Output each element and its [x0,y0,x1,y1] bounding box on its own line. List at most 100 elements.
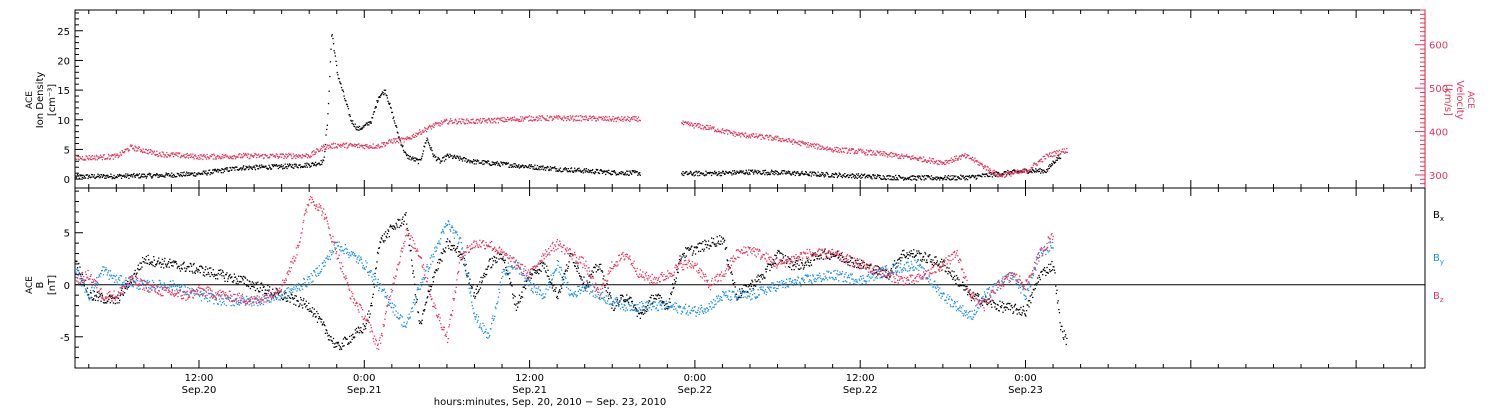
bx-series-point [96,291,98,293]
density-series-point [622,171,624,174]
velocity-series-point [394,138,396,140]
velocity-series-point [207,156,209,158]
density-series-point [506,163,508,165]
velocity-series-point [814,147,816,149]
density-series-point [712,171,714,174]
velocity-series-point [994,172,996,175]
velocity-series-point [112,154,114,156]
density-series-point [593,172,595,174]
bx-series-point [802,264,804,266]
bx-series-point [262,286,265,288]
density-series-point [706,172,708,174]
bx-series-point [440,252,442,254]
velocity-series-point [172,152,174,154]
bx-series-point [773,262,775,264]
density-series-point [529,167,531,169]
density-series-point [629,170,631,172]
bx-series-point [609,292,611,294]
bx-series-point [221,270,224,272]
velocity-series-point [228,157,230,160]
density-series-point [1033,170,1035,172]
density-series-point [1000,173,1002,176]
velocity-series-point [588,118,590,120]
bx-series-point [233,273,235,275]
bx-series-point [324,325,326,327]
bx-series-point [119,294,121,297]
velocity-series-point [485,121,487,123]
density-series-point [771,169,773,171]
velocity-series-point [697,126,700,128]
velocity-series-point [973,159,975,161]
density-series-point [914,176,917,178]
velocity-series-point [623,118,625,120]
velocity-series-point [698,123,700,125]
density-series-point [834,173,836,176]
velocity-series-point [841,151,843,153]
velocity-series-point [162,151,164,154]
density-series-point [1035,171,1037,173]
bx-series-point [373,286,376,288]
bx-series-point [238,275,240,277]
velocity-series-point [870,149,873,152]
velocity-series-point [171,152,173,154]
density-series-point [1027,172,1029,174]
density-series-point [633,170,635,172]
density-series-point [723,172,725,174]
bx-series-point [300,299,302,301]
bx-series-point [1053,269,1056,271]
density-series-point [698,170,700,173]
density-series-point [1057,157,1059,160]
by-series-point [80,280,82,283]
velocity-series-point [586,118,588,120]
bx-series-point [386,233,389,235]
density-series-point [369,122,371,124]
bx-series-point [753,284,756,286]
density-series-point [371,117,374,119]
density-series-point [308,164,310,166]
bx-series-point [1065,334,1067,336]
bx-series-point [951,270,953,272]
bx-series-point [463,257,465,260]
density-series-point [487,160,490,162]
velocity-series-point [736,133,739,136]
velocity-series-point [298,155,301,157]
velocity-series-point [194,154,196,156]
velocity-series-point [123,152,125,154]
bx-series-point [294,295,296,297]
bx-series-point [601,271,604,273]
bx-series-point [479,287,482,289]
velocity-series-point [580,120,583,122]
density-series-point [793,170,796,173]
density-series-point [754,169,756,171]
density-series-point [770,171,772,173]
bx-series-point [81,273,84,276]
density-series-point [333,50,335,52]
velocity-series-point [937,159,940,162]
velocity-series-point [153,150,155,152]
bx-series-point [93,298,95,300]
bx-series-point [562,279,565,281]
density-series-point [254,169,257,171]
velocity-series-point [440,120,442,122]
date-tick-label: Sep.22 [678,385,713,396]
velocity-series-point [957,159,959,161]
density-series-point [189,174,191,176]
bx-series-point [116,302,118,304]
density-series-point [492,163,494,166]
bx-series-point [750,285,752,287]
density-series-point [509,164,511,166]
density-series-point [266,167,268,169]
bx-series-point [831,253,834,255]
velocity-series-point [305,156,307,158]
bx-series-point [932,265,935,267]
density-series-point [1036,170,1039,172]
bx-series-point [821,249,823,251]
time-axis-ticks: 12:00Sep.200:00Sep.2112:00Sep.210:00Sep.… [88,10,1412,396]
density-series-point [115,176,117,178]
density-series-point [508,166,511,168]
velocity-series-point [500,119,503,122]
bx-series-point [364,326,366,328]
velocity-series-point [685,121,687,124]
density-series-point [817,171,819,173]
